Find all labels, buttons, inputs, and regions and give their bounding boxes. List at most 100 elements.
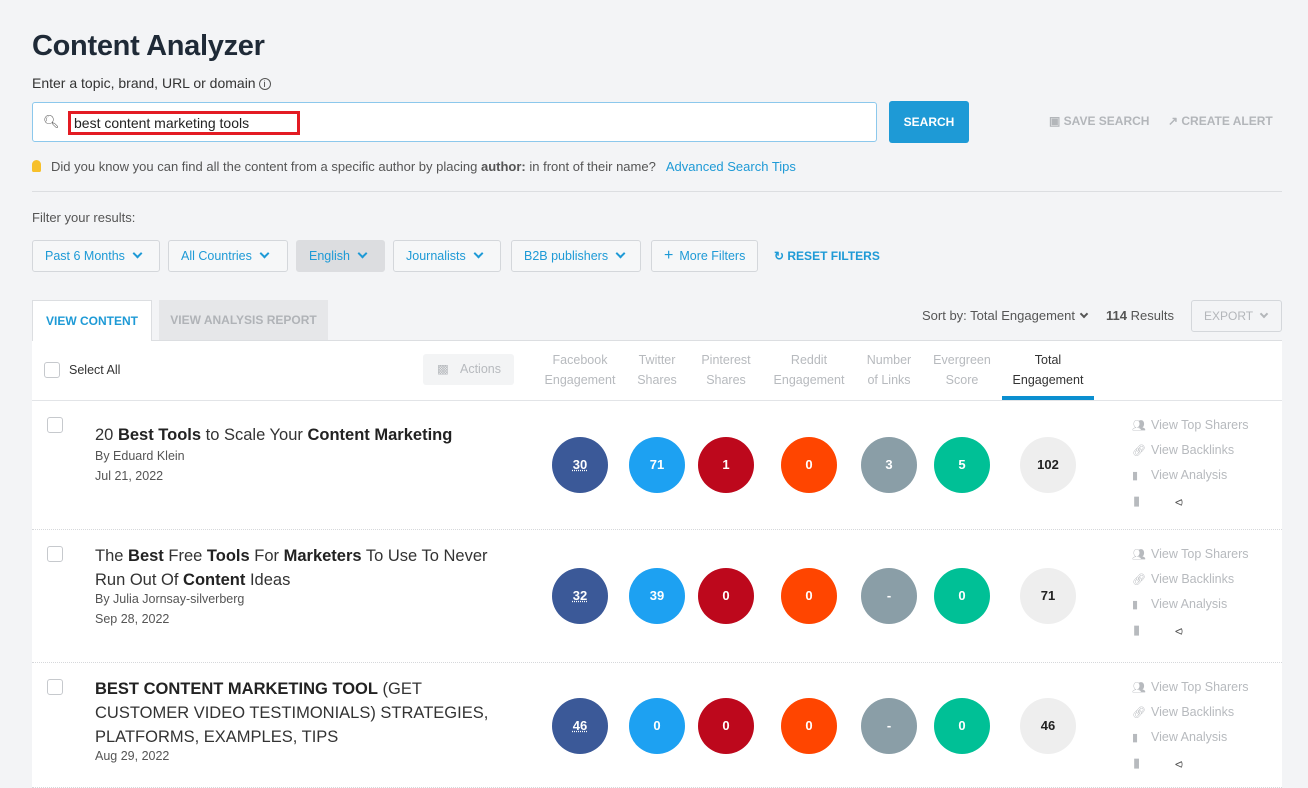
row-action-link[interactable]: ▮ View Analysis [1132, 468, 1227, 482]
link-icon: 🔗︎ [1132, 445, 1146, 457]
metric-circle[interactable]: 46 [552, 698, 608, 754]
search-input[interactable]: 🔍︎ best content marketing tools [32, 102, 877, 142]
column-header[interactable]: Number of Links [839, 350, 939, 390]
filter-dropdown[interactable]: All Countries [168, 240, 288, 272]
row-action-label: View Top Sharers [1151, 418, 1249, 432]
chevron-down-icon [259, 248, 270, 259]
article-date: Sep 28, 2022 [95, 612, 170, 626]
active-sort-indicator [1002, 396, 1094, 400]
results-number: 114 [1106, 308, 1127, 323]
search-label: Enter a topic, brand, URL or domain i [32, 75, 271, 91]
save-icon: ▣ [1049, 114, 1064, 128]
metric-circle: 3 [861, 437, 917, 493]
info-icon[interactable]: i [258, 78, 271, 90]
advanced-search-tips-link[interactable]: Advanced Search Tips [665, 159, 796, 174]
filter-dropdown[interactable]: B2B publishers [511, 240, 641, 272]
title-text: Ideas [245, 571, 291, 589]
column-header[interactable]: Pinterest Shares [676, 350, 776, 390]
row-action-link[interactable]: 👥︎ View Top Sharers [1132, 547, 1249, 561]
sort-dropdown[interactable]: Sort by: Total Engagement [922, 308, 1089, 323]
select-all-label: Select All [69, 363, 121, 377]
metric-circle: 39 [629, 568, 685, 624]
column-header[interactable]: Twitter Shares [607, 350, 707, 390]
title-highlight: Content [183, 571, 246, 589]
lightbulb-icon [32, 160, 41, 172]
metric-circle: - [861, 698, 917, 754]
article-title[interactable]: 20 Best Tools to Scale Your Content Mark… [95, 423, 515, 447]
bookmark-icon[interactable]: ▮ [1133, 755, 1141, 770]
title-text: to Scale Your [201, 426, 308, 444]
link-icon: 🔗︎ [1132, 707, 1146, 719]
row-action-link[interactable]: 👥︎ View Top Sharers [1132, 418, 1249, 432]
article-title[interactable]: BEST CONTENT MARKETING TOOL (GET CUSTOME… [95, 677, 515, 749]
create-alert-label: CREATE ALERT [1181, 114, 1273, 128]
save-search-button[interactable]: ▣ SAVE SEARCH [1049, 114, 1149, 128]
actions-icon: ▩ [437, 362, 449, 376]
column-header[interactable]: Evergreen Score [912, 350, 1012, 390]
create-alert-button[interactable]: ↗ CREATE ALERT [1168, 114, 1273, 128]
more-filters-label: More Filters [679, 249, 746, 263]
bookmark-icon[interactable]: ▮ [1133, 493, 1141, 508]
column-header-line: Facebook [552, 353, 608, 367]
metric-circle[interactable]: 32 [552, 568, 608, 624]
column-header-line: Number [866, 353, 912, 367]
title-highlight: Content Marketing [307, 426, 453, 444]
row-action-label: View Top Sharers [1151, 547, 1249, 561]
chevron-down-icon [1079, 309, 1089, 319]
filter-label: B2B publishers [524, 249, 609, 263]
article-date: Aug 29, 2022 [95, 749, 170, 763]
row-action-link[interactable]: 🔗︎ View Backlinks [1132, 572, 1234, 586]
row-action-link[interactable]: 🔗︎ View Backlinks [1132, 443, 1234, 457]
search-label-text: Enter a topic, brand, URL or domain [32, 75, 256, 91]
plus-icon: + [664, 247, 674, 264]
row-checkbox[interactable] [47, 417, 63, 433]
chevron-down-icon [357, 248, 368, 259]
search-query[interactable]: best content marketing tools [68, 111, 300, 135]
row-action-label: View Backlinks [1151, 572, 1235, 586]
article-author[interactable]: By Eduard Klein [95, 449, 185, 463]
reset-filters-button[interactable]: ↻ RESET FILTERS [774, 249, 880, 263]
chevron-down-icon [132, 248, 143, 259]
row-action-link[interactable]: 🔗︎ View Backlinks [1132, 705, 1234, 719]
metric-circle: 0 [934, 568, 990, 624]
article-title[interactable]: The Best Free Tools For Marketers To Use… [95, 544, 515, 592]
metric-circle: 0 [781, 437, 837, 493]
row-checkbox[interactable] [47, 546, 63, 562]
column-header-line: Reddit [790, 353, 828, 367]
search-icon: 🔍︎ [43, 114, 60, 129]
select-all-checkbox[interactable] [44, 362, 60, 378]
tab-view-content[interactable]: VIEW CONTENT [32, 300, 152, 341]
chevron-down-icon [615, 248, 626, 259]
row-action-link[interactable]: 👥︎ View Top Sharers [1132, 680, 1249, 694]
column-header[interactable]: Reddit Engagement [759, 350, 859, 390]
row-action-link[interactable]: ▮ View Analysis [1132, 730, 1227, 744]
filter-dropdown[interactable]: Past 6 Months [32, 240, 160, 272]
metric-circle: 0 [698, 698, 754, 754]
filter-dropdown[interactable]: Journalists [393, 240, 501, 272]
actions-button[interactable]: ▩ Actions [423, 354, 514, 385]
tip-bold: author: [480, 159, 526, 174]
column-header-line: Engagement [544, 373, 616, 387]
article-author[interactable]: By Julia Jornsay-silverberg [95, 592, 245, 606]
metric-circle[interactable]: 30 [552, 437, 608, 493]
export-button[interactable]: EXPORT [1191, 300, 1282, 332]
more-filters-button[interactable]: + More Filters [651, 240, 759, 272]
row-action-link[interactable]: ▮ View Analysis [1132, 597, 1227, 611]
bookmark-icon[interactable]: ▮ [1133, 622, 1141, 637]
share-icon[interactable]: ⪦ [1175, 622, 1183, 638]
title-highlight: Marketers [283, 547, 362, 565]
filter-dropdown[interactable]: English [296, 240, 385, 272]
search-button[interactable]: SEARCH [889, 101, 969, 143]
save-search-label: SAVE SEARCH [1063, 114, 1150, 128]
trend-icon: ↗ [1168, 114, 1182, 128]
column-header[interactable]: Facebook Engagement [530, 350, 630, 390]
filter-label: Filter your results: [32, 210, 136, 225]
share-icon[interactable]: ⪦ [1175, 493, 1183, 509]
tab-view-analysis-report[interactable]: VIEW ANALYSIS REPORT [159, 300, 328, 341]
share-icon[interactable]: ⪦ [1175, 755, 1183, 771]
bar-chart-icon: ▮ [1132, 732, 1139, 744]
tip-text-end: in front of their name? [525, 159, 656, 174]
filter-label: English [309, 249, 350, 263]
column-header[interactable]: Total Engagement [998, 350, 1098, 390]
row-checkbox[interactable] [47, 679, 63, 695]
